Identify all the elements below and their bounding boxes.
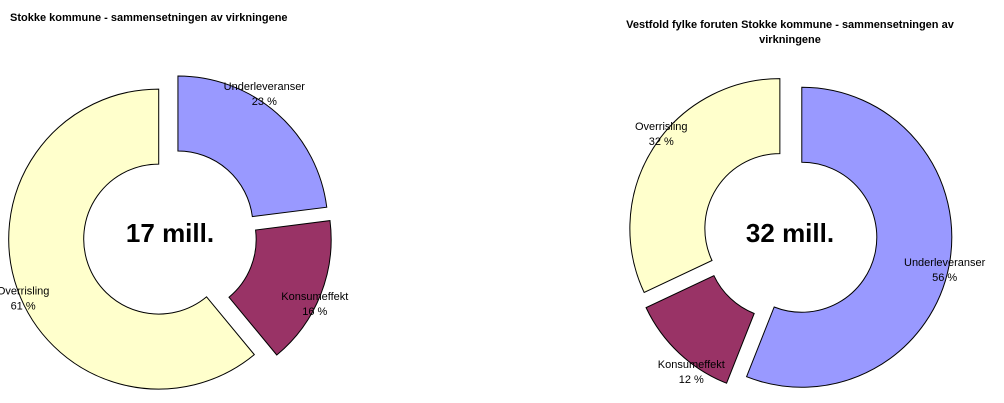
segment-value-label: 12 %: [679, 374, 704, 386]
donut-segment: [629, 78, 781, 294]
donut-segment: [8, 88, 256, 390]
segment-label: Overrisling: [0, 286, 49, 298]
donut-segment: [645, 275, 755, 384]
donut-segment: [745, 86, 953, 388]
donut-segment: [177, 75, 328, 218]
segment-value-label: 61 %: [11, 301, 36, 313]
segment-value-label: 16 %: [302, 306, 327, 318]
segment-value-label: 23 %: [252, 96, 277, 108]
center-label: 17 mill.: [126, 218, 214, 248]
segment-label: Underleveranser: [904, 257, 986, 269]
segment-label: Underleveranser: [224, 81, 306, 93]
segment-value-label: 32 %: [649, 136, 674, 148]
segment-label: Overrisling: [635, 121, 688, 133]
chart-title: Vestfold fylke foruten Stokke kommune - …: [626, 19, 954, 46]
donut-segment: [228, 220, 332, 356]
segment-label: Konsumeffekt: [281, 291, 348, 303]
segment-value-label: 56 %: [932, 272, 957, 284]
segment-label: Konsumeffekt: [658, 359, 725, 371]
center-label: 32 mill.: [746, 218, 834, 248]
chart-title: Stokke kommune - sammensetningen av virk…: [10, 12, 288, 24]
